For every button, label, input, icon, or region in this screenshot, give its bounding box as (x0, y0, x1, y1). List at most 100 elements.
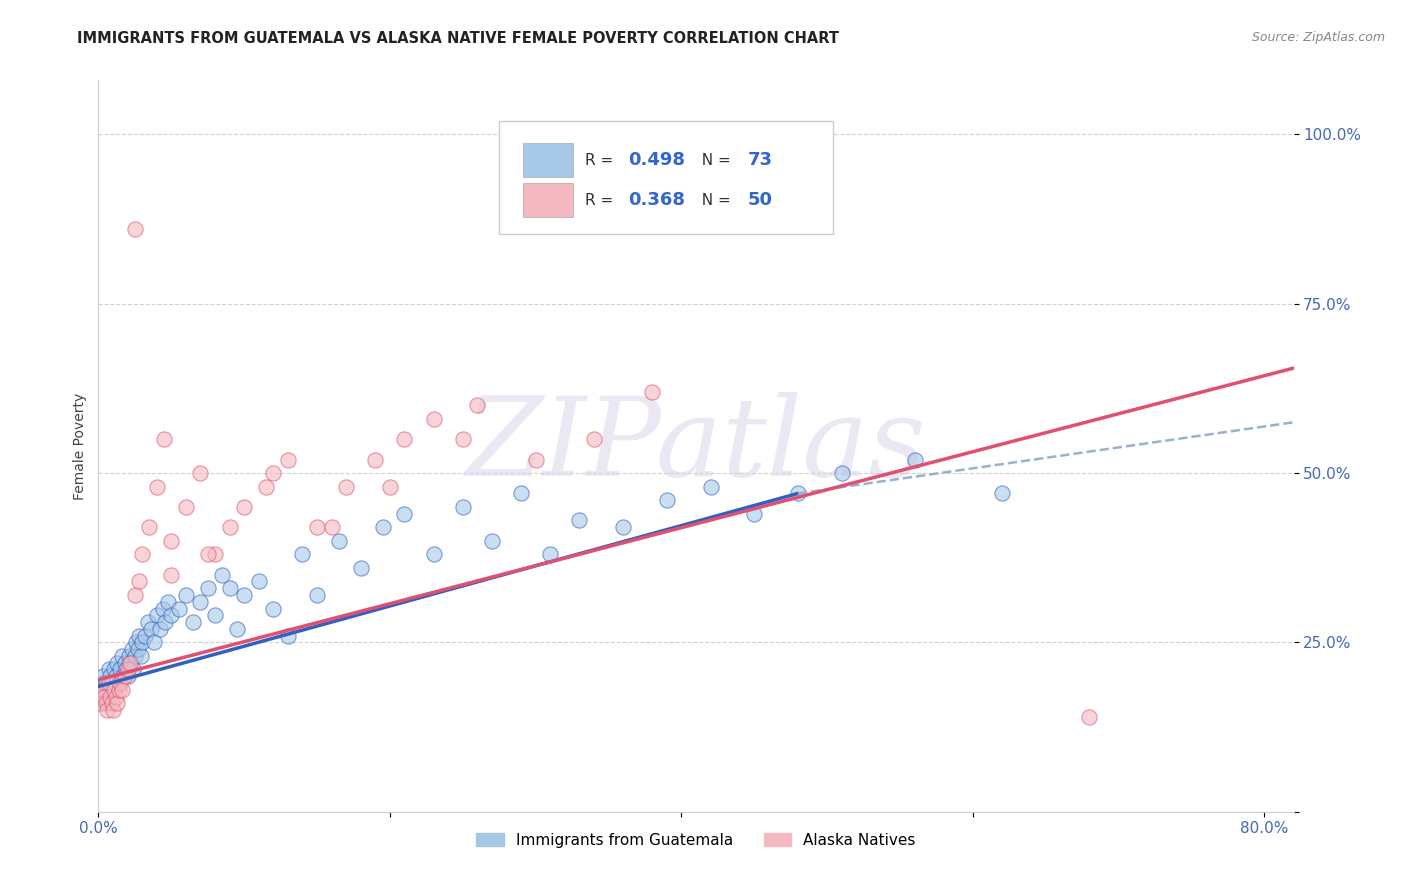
Point (138, 520, 160, 534)
Point (467, 398, 489, 412)
Point (153, 432, 176, 446)
Point (1078, 710, 1101, 724)
Point (136, 615, 159, 629)
Point (104, 669, 127, 683)
Point (174, 500, 197, 514)
Point (160, 608, 183, 623)
FancyBboxPatch shape (523, 144, 572, 177)
Point (129, 648, 152, 663)
Point (451, 500, 474, 514)
Point (254, 480, 277, 494)
Text: 0.498: 0.498 (628, 151, 685, 169)
Point (262, 466, 284, 480)
Point (174, 588, 197, 602)
Point (110, 676, 132, 690)
Point (121, 642, 143, 657)
Point (142, 635, 165, 649)
Point (120, 656, 142, 670)
Point (134, 629, 156, 643)
Point (117, 663, 139, 677)
Point (568, 514, 591, 528)
Point (90, 676, 112, 690)
Point (98, 669, 121, 683)
Point (89, 690, 111, 704)
Point (233, 588, 256, 602)
Point (305, 588, 328, 602)
Text: IMMIGRANTS FROM GUATEMALA VS ALASKA NATIVE FEMALE POVERTY CORRELATION CHART: IMMIGRANTS FROM GUATEMALA VS ALASKA NATI… (77, 31, 839, 46)
Point (108, 676, 131, 690)
Point (167, 601, 190, 615)
Point (641, 384, 664, 399)
Point (115, 663, 138, 677)
Point (422, 412, 444, 426)
Point (124, 222, 146, 236)
Point (97, 663, 120, 677)
Point (105, 697, 128, 711)
Point (699, 480, 721, 494)
Point (378, 480, 401, 494)
Point (225, 622, 247, 636)
Text: 0.368: 0.368 (628, 191, 685, 210)
Point (105, 656, 128, 670)
Point (103, 682, 125, 697)
Point (742, 507, 765, 521)
Point (204, 608, 226, 623)
Point (131, 547, 153, 561)
Point (612, 520, 634, 534)
Point (100, 697, 122, 711)
Point (524, 452, 547, 467)
Point (831, 466, 853, 480)
Point (101, 703, 124, 717)
Point (127, 642, 149, 657)
Point (157, 595, 180, 609)
Point (903, 452, 925, 467)
Point (291, 547, 314, 561)
Point (218, 581, 240, 595)
Point (197, 547, 219, 561)
Point (160, 567, 183, 582)
Point (149, 622, 172, 636)
Point (371, 520, 394, 534)
Y-axis label: Female Poverty: Female Poverty (73, 392, 87, 500)
Point (94, 697, 117, 711)
Point (422, 547, 444, 561)
Point (108, 682, 131, 697)
Point (451, 432, 474, 446)
Point (277, 452, 299, 467)
Point (114, 669, 136, 683)
Point (328, 533, 350, 548)
Text: N =: N = (692, 193, 735, 208)
Point (128, 574, 150, 589)
Point (394, 507, 416, 521)
Text: R =: R = (585, 193, 619, 208)
Point (335, 480, 357, 494)
Point (131, 635, 153, 649)
Point (93, 690, 115, 704)
Point (96, 690, 118, 704)
Point (98, 690, 121, 704)
Point (103, 663, 125, 677)
Point (91, 682, 114, 697)
Text: Source: ZipAtlas.com: Source: ZipAtlas.com (1251, 31, 1385, 45)
Point (111, 682, 134, 697)
Point (155, 615, 177, 629)
Point (190, 595, 212, 609)
Point (114, 656, 136, 670)
FancyBboxPatch shape (523, 184, 572, 217)
Point (152, 601, 174, 615)
Point (117, 669, 139, 683)
Point (181, 615, 204, 629)
Point (991, 486, 1014, 500)
Point (160, 533, 183, 548)
Point (394, 432, 416, 446)
Point (350, 561, 373, 575)
Point (124, 648, 146, 663)
Point (481, 533, 503, 548)
Point (120, 656, 142, 670)
Point (104, 690, 127, 704)
Point (111, 648, 134, 663)
Point (124, 588, 146, 602)
Point (262, 601, 284, 615)
Point (233, 500, 256, 514)
Legend: Immigrants from Guatemala, Alaska Natives: Immigrants from Guatemala, Alaska Native… (468, 825, 924, 855)
